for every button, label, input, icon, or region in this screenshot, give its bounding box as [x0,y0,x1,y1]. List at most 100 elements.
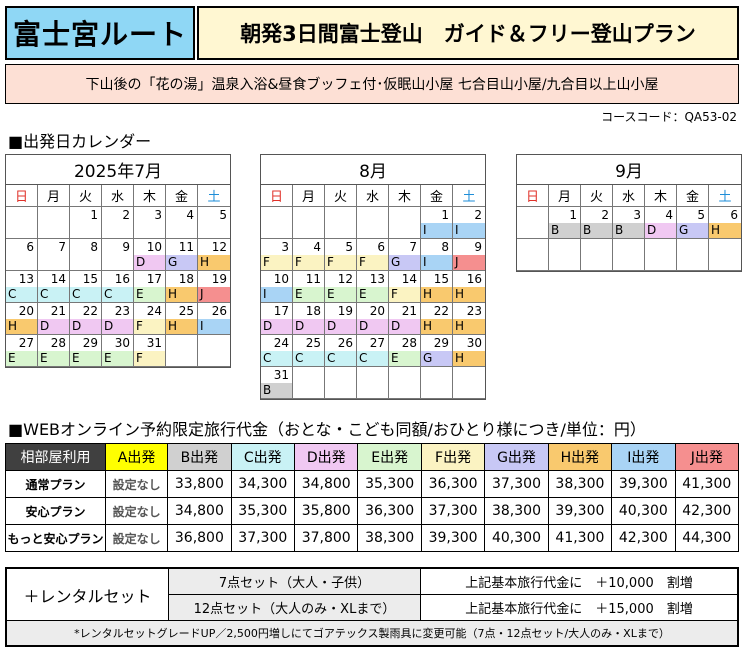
calendar-day[interactable]: E 11 [293,271,325,303]
calendar-day[interactable]: H 25 [166,303,198,335]
calendar-day[interactable]: H 30 [453,335,485,367]
price-cell: 38,300 [357,524,422,552]
calendar-day[interactable]: G 11 [166,239,198,271]
calendar-day[interactable]: H 23 [453,303,485,335]
calendar-day[interactable]: D 18 [293,303,325,335]
departure-code: C [327,351,336,365]
day-number: 24 [146,304,162,318]
calendar-day[interactable]: I 26 [198,303,230,335]
calendar-day[interactable]: H 15 [421,271,453,303]
calendar-day[interactable]: E 27 [6,335,38,367]
departure-color-bar [325,287,356,302]
day-number: 14 [401,272,417,286]
calendar-day[interactable]: D 10 [134,239,166,271]
day-number: 22 [433,304,449,318]
day-number: 20 [18,304,34,318]
calendar-day[interactable]: J 19 [198,271,230,303]
day-number: 31 [146,336,162,350]
day-number: 24 [273,336,289,350]
price-header-row: 相部屋利用 A出発 B出発 C出発 D出発 E出発 F出発 G出発 H出発 I出発 J出発 [5,443,740,471]
calendar-day[interactable]: C 14 [38,271,70,303]
price-cell: 39,300 [547,497,613,525]
departure-code: J [455,255,459,269]
day-number: 23 [466,304,482,318]
departure-color-bar [198,287,230,302]
calendar-empty-cell [709,239,741,271]
day-number: 5 [697,208,705,222]
price-cell: 39,300 [420,524,486,552]
departure-color-bar [453,319,485,334]
calendar-day[interactable]: I 10 [261,271,293,303]
calendar-day[interactable]: H 18 [166,271,198,303]
calendar-day[interactable]: C 26 [325,335,357,367]
calendar-day[interactable]: E 13 [357,271,389,303]
departure-color-bar [166,255,197,270]
calendar-day[interactable]: E 17 [134,271,166,303]
calendar-day[interactable]: D 21 [38,303,70,335]
day-number: 27 [18,336,34,350]
calendar-day[interactable]: H 16 [453,271,485,303]
weekday-header: 水 [613,185,645,207]
calendar-day[interactable]: F 24 [134,303,166,335]
departure-color-bar [261,255,292,270]
day-number: 6 [377,240,385,254]
day-number: 2 [601,208,609,222]
calendar-day[interactable]: H 12 [198,239,230,271]
calendar-day[interactable]: E 12 [325,271,357,303]
calendar-day[interactable]: D 21 [389,303,421,335]
day-number: 3 [633,208,641,222]
calendar-day[interactable]: D 19 [325,303,357,335]
calendar-day[interactable]: D 22 [70,303,102,335]
calendar-day: 1 [70,207,102,239]
calendar-day[interactable]: C 13 [6,271,38,303]
departure-code: G [391,255,401,269]
calendar-day[interactable]: E 30 [102,335,134,367]
calendar-day[interactable]: D 23 [102,303,134,335]
calendar-day[interactable]: F 14 [389,271,421,303]
calendar-day[interactable]: D 20 [357,303,389,335]
calendar-day: 9 [102,239,134,271]
calendar-empty-cell [293,367,325,399]
price-row-label: 安心プラン [5,497,106,525]
calendar-day[interactable]: C 27 [357,335,389,367]
day-number: 8 [90,240,98,254]
calendar-day[interactable]: E 29 [70,335,102,367]
calendar-day[interactable]: D 17 [261,303,293,335]
day-number: 1 [90,208,98,222]
departure-code: B [551,223,560,237]
departure-code: C [104,287,113,301]
calendar-day[interactable]: H 20 [6,303,38,335]
day-number: 4 [313,240,321,254]
calendar-day[interactable]: G 29 [421,335,453,367]
calendar-day[interactable]: C 25 [293,335,325,367]
calendar-day[interactable]: C 15 [70,271,102,303]
price-table: 相部屋利用 A出発 B出発 C出発 D出発 E出発 F出発 G出発 H出発 I出発 J出発 通常プ… [5,443,740,552]
day-number: 15 [82,272,98,286]
calendar-day[interactable]: B 31 [261,367,293,399]
day-number: 21 [50,304,66,318]
calendar-day[interactable]: E 28 [38,335,70,367]
calendar-day[interactable]: E 28 [389,335,421,367]
weekday-header: 金 [421,185,453,207]
calendar-day[interactable]: F 31 [134,335,166,367]
calendar-day[interactable]: C 24 [261,335,293,367]
calendar-day[interactable]: H 22 [421,303,453,335]
calendar-july: 2025年7月 日月火水木金土 1 2 3 4 5 6 7 8 9 D 10 G 11 H 12 C 13 C 14 C… [5,154,231,368]
course-code: コースコード：QA53-02 [601,110,737,124]
calendar-day[interactable]: C 16 [102,271,134,303]
